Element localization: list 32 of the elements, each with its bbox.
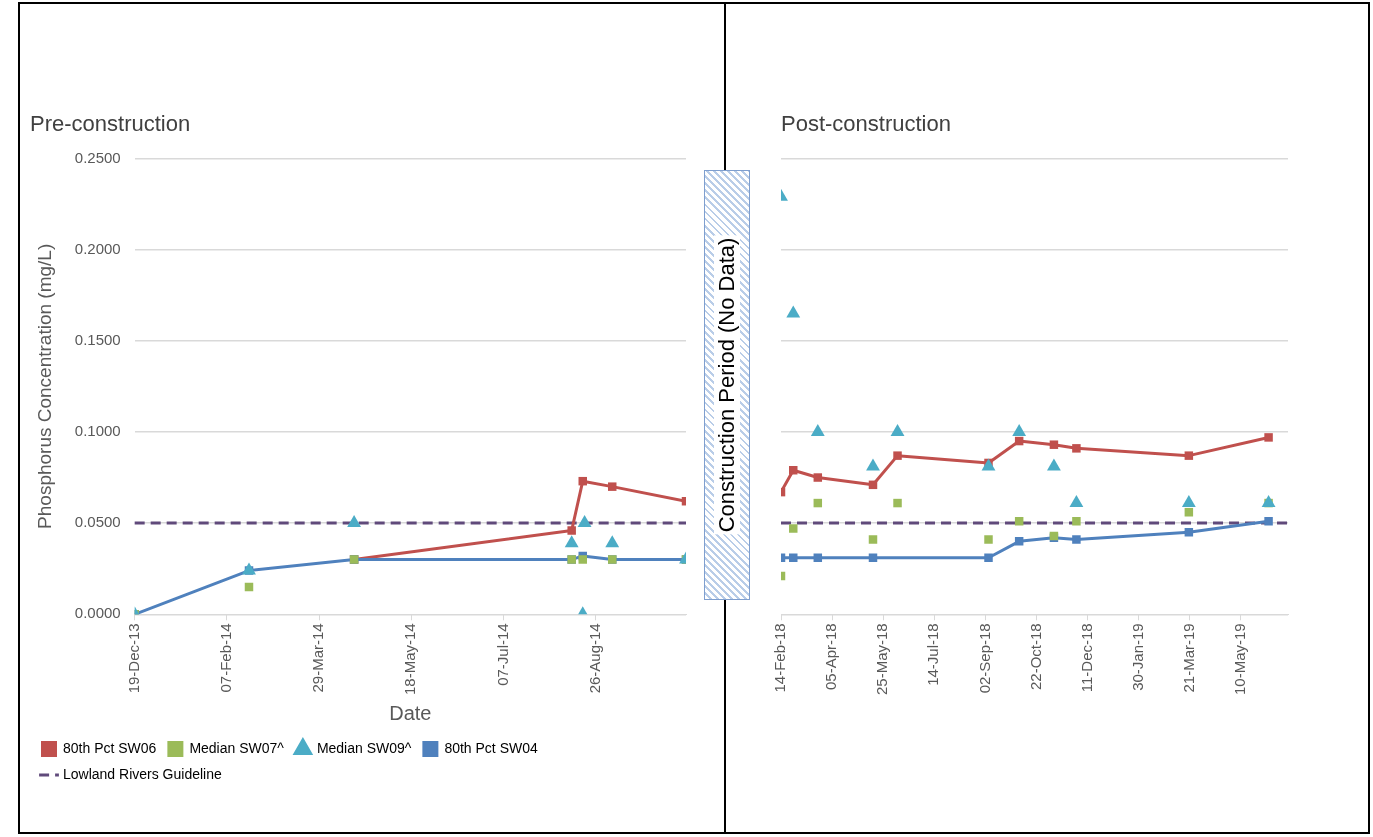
chart-title: Post-construction: [781, 111, 951, 137]
legend-label: Median SW07^: [189, 739, 285, 756]
x-tick-label: 22-Oct-18: [1026, 623, 1044, 691]
x-tick-label: 21-Mar-19: [1180, 623, 1198, 693]
y-tick-label: 0.1000: [74, 422, 121, 440]
legend-label: 80th Pct SW06: [63, 739, 157, 756]
y-tick-label: 0.0000: [74, 604, 121, 622]
x-tick-label: 07-Feb-14: [217, 623, 235, 693]
x-tick-label: 14-Feb-18: [771, 623, 789, 693]
y-axis-title: Phosphorus Concentration (mg/L): [33, 243, 55, 529]
y-tick-label: 0.1500: [74, 330, 121, 348]
x-tick-label: 30-Jan-19: [1128, 623, 1146, 691]
x-tick-label: 29-Mar-14: [309, 623, 327, 693]
x-tick-label: 14-Jul-18: [924, 623, 942, 686]
x-axis-title: Date: [389, 701, 432, 724]
text: Construction Period (No Data): [714, 235, 740, 535]
y-tick-label: 0.2500: [74, 148, 121, 166]
legend-label: 80th Pct SW04: [444, 739, 538, 756]
y-tick-label: 0.2000: [74, 239, 121, 257]
x-tick-label: 26-Aug-14: [585, 623, 603, 694]
x-tick-label: 25-May-18: [873, 623, 891, 696]
x-tick-label: 05-Apr-18: [822, 623, 840, 691]
x-tick-label: 11-Dec-18: [1077, 623, 1095, 693]
chart-title: Pre-construction: [30, 111, 191, 137]
x-tick-label: 19-Dec-13: [124, 623, 142, 694]
x-tick-label: 10-May-19: [1231, 623, 1249, 696]
x-tick-label: 07-Jul-14: [493, 623, 511, 686]
x-tick-label: 18-May-14: [401, 623, 419, 696]
legend-label: Lowland Rivers Guideline: [63, 765, 222, 782]
y-tick-label: 0.0500: [74, 513, 121, 531]
x-tick-label: 02-Sep-18: [975, 623, 993, 694]
legend-label: Median SW09^: [316, 739, 412, 756]
